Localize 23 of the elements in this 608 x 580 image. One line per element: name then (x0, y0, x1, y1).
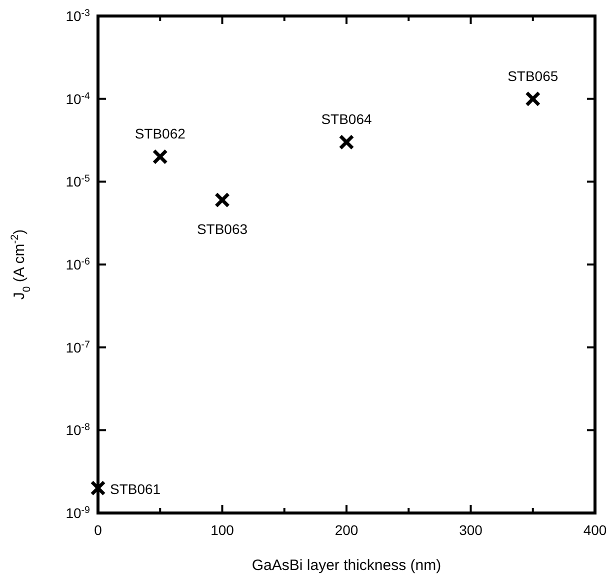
annotation: STB061 (110, 481, 161, 498)
point (152, 148, 168, 164)
x-tick-label: 400 (583, 522, 607, 538)
point (525, 91, 541, 107)
point (90, 480, 106, 496)
y-tick-label: 10$^{-5}$ (66, 173, 91, 190)
annotation: STB063 (196, 221, 248, 238)
x-tick-label: 200 (334, 522, 358, 538)
annotation: STB065 (508, 68, 558, 84)
x-tick-label: 100 (210, 522, 234, 538)
x-tick-label: 300 (459, 522, 483, 538)
y-tick-label: 10$^{-6}$ (66, 256, 91, 272)
x-axis-title: GaAsBi layer thickness (nm) (252, 557, 442, 574)
annotation: STB064 (321, 111, 372, 128)
point (214, 192, 230, 208)
x-tick-label: 0 (94, 522, 102, 538)
y-tick-label: 10$^{-8}$ (66, 422, 91, 438)
y-tick-label: 10$^{-9}$ (66, 504, 90, 521)
y-tick-label: 10$^{-4}$ (66, 90, 91, 107)
point (338, 134, 354, 150)
annotation: STB062 (134, 126, 186, 142)
y-tick-label: 10$^{-7}$ (66, 338, 90, 356)
y-tick-label: 10$^{-3}$ (66, 8, 91, 24)
